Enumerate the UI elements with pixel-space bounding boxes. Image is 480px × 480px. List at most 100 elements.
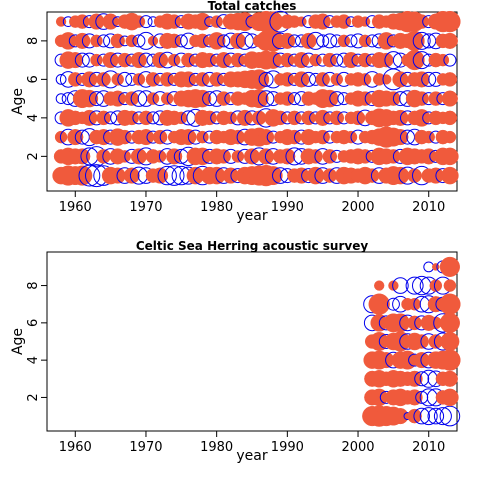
negative-residual-bubble <box>413 407 431 425</box>
x-tick-label: 2010 <box>412 200 445 215</box>
positive-residual-bubble <box>181 52 196 68</box>
positive-residual-bubble <box>301 110 316 126</box>
positive-residual-bubble <box>280 52 295 68</box>
positive-residual-bubble <box>443 279 457 292</box>
positive-residual-bubble <box>109 167 126 184</box>
positive-residual-bubble <box>406 389 423 406</box>
positive-residual-bubble <box>202 52 217 68</box>
positive-residual-bubble <box>439 10 461 33</box>
positive-residual-bubble <box>322 149 338 164</box>
negative-residual-bubble <box>163 165 185 186</box>
positive-residual-bubble <box>196 130 209 144</box>
positive-residual-bubble <box>132 15 146 28</box>
positive-residual-bubble <box>152 52 169 69</box>
positive-residual-bubble <box>258 129 275 146</box>
panel-total-catches: Total catches year Age 1960 1970 1980 1990 2… <box>10 0 461 224</box>
negative-residual-bubble <box>322 33 338 49</box>
x-tick-label: 2000 <box>341 440 374 455</box>
negative-residual-bubble <box>439 405 461 427</box>
negative-residual-bubble <box>427 407 445 425</box>
positive-residual-bubble <box>279 148 296 165</box>
x-tick-label: 2010 <box>412 440 445 455</box>
positive-residual-bubble <box>428 91 444 106</box>
positive-residual-bubble <box>442 72 458 87</box>
negative-residual-bubble <box>74 52 90 68</box>
positive-residual-bubble <box>54 130 68 144</box>
y-tick-label: 6 <box>26 319 41 327</box>
positive-residual-bubble <box>442 110 458 126</box>
negative-residual-bubble <box>132 34 146 48</box>
negative-residual-bubble <box>414 371 430 387</box>
positive-residual-bubble <box>96 72 111 87</box>
positive-residual-bubble <box>381 74 392 85</box>
positive-residual-bubble <box>124 110 140 126</box>
positive-residual-bubble <box>357 52 373 68</box>
positive-residual-bubble <box>193 12 212 31</box>
positive-residual-bubble <box>391 166 410 185</box>
positive-residual-bubble <box>439 293 461 315</box>
positive-residual-bubble <box>74 148 91 165</box>
chart-title: Total catches <box>208 0 297 13</box>
y-axis-label: Age <box>10 88 26 115</box>
negative-residual-bubble <box>117 71 133 87</box>
positive-residual-bubble <box>132 73 146 86</box>
positive-residual-bubble <box>90 34 103 48</box>
negative-residual-bubble <box>258 71 274 87</box>
positive-residual-bubble <box>273 110 288 126</box>
positive-residual-bubble <box>123 167 140 184</box>
positive-residual-bubble <box>441 90 458 107</box>
positive-residual-bubble <box>117 52 133 68</box>
x-axis-label: year <box>236 208 267 224</box>
negative-residual-bubble <box>412 31 431 50</box>
positive-residual-bubble <box>443 130 457 144</box>
positive-residual-bubble <box>308 149 323 164</box>
negative-residual-bubble <box>174 34 188 48</box>
x-tick-label: 1990 <box>271 440 304 455</box>
negative-residual-bubble <box>421 71 437 87</box>
positive-residual-bubble <box>358 34 372 48</box>
y-tick-label: 4 <box>26 356 41 364</box>
positive-residual-bubble <box>195 33 210 49</box>
negative-residual-bubble <box>433 407 452 426</box>
positive-residual-bubble <box>102 13 119 30</box>
positive-residual-bubble <box>159 72 175 87</box>
positive-residual-bubble <box>90 53 103 67</box>
positive-residual-bubble <box>153 150 167 163</box>
y-tick-label: 6 <box>26 75 41 83</box>
positive-residual-bubble <box>88 13 105 30</box>
negative-residual-bubble <box>443 53 457 67</box>
x-tick-label: 1960 <box>59 200 92 215</box>
positive-residual-bubble <box>441 147 459 166</box>
positive-residual-bubble <box>439 349 461 371</box>
negative-residual-bubble <box>146 111 160 125</box>
negative-residual-bubble <box>97 34 111 48</box>
positive-residual-bubble <box>404 50 425 71</box>
negative-residual-bubble <box>257 90 275 107</box>
positive-residual-bubble <box>207 32 226 50</box>
positive-residual-bubble <box>329 110 345 126</box>
x-axis-label: year <box>236 448 267 464</box>
positive-residual-bubble <box>124 91 140 106</box>
positive-residual-bubble <box>72 165 93 186</box>
positive-residual-bubble <box>166 14 182 29</box>
positive-residual-bubble <box>152 167 169 184</box>
positive-residual-bubble <box>422 130 435 144</box>
positive-residual-bubble <box>440 332 460 351</box>
negative-residual-bubble <box>330 53 344 67</box>
positive-residual-bubble <box>364 168 380 183</box>
x-tick-label: 1960 <box>59 440 92 455</box>
positive-residual-bubble <box>125 34 139 48</box>
positive-residual-bubble <box>280 91 295 106</box>
positive-residual-bubble <box>229 32 246 49</box>
positive-residual-bubble <box>322 52 338 68</box>
positive-residual-bubble <box>251 110 267 126</box>
positive-residual-bubble <box>166 33 182 49</box>
positive-residual-bubble <box>322 168 338 183</box>
negative-residual-bubble <box>55 74 67 85</box>
positive-residual-bubble <box>439 312 460 333</box>
positive-residual-bubble <box>75 14 90 29</box>
positive-residual-bubble <box>296 16 307 27</box>
positive-residual-bubble <box>436 53 450 67</box>
positive-residual-bubble <box>145 72 161 87</box>
